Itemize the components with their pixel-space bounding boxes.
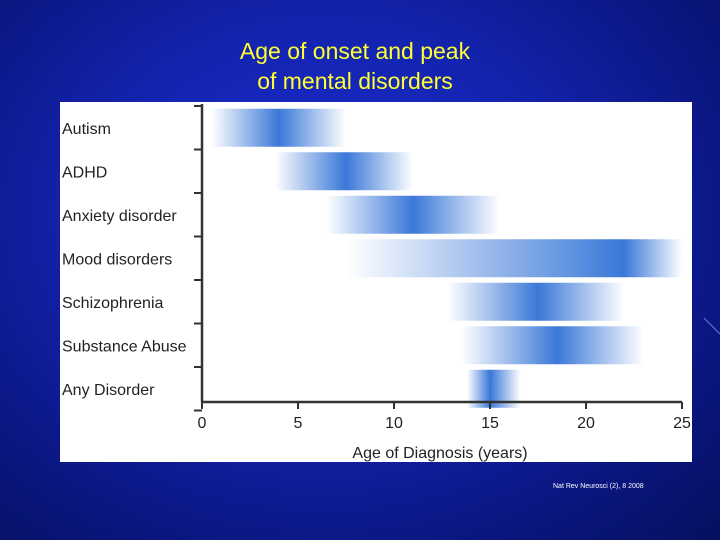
slide-title-line-2: of mental disorders — [257, 68, 453, 94]
range-bar — [447, 282, 625, 321]
category-label: Schizophrenia — [62, 295, 164, 312]
chart-panel: Autism ADHD Anxiety disorder Mood disorders… — [60, 102, 692, 462]
category-label: Mood disorders — [62, 251, 172, 268]
range-bar — [326, 195, 500, 234]
x-tick-label: 5 — [294, 415, 303, 432]
x-axis-title: Age of Diagnosis (years) — [352, 445, 527, 462]
x-tick-label: 10 — [385, 415, 403, 432]
range-bar — [211, 108, 346, 147]
onset-range-chart: Autism ADHD Anxiety disorder Mood disorders… — [62, 104, 691, 462]
category-label: Substance Abuse — [62, 338, 187, 355]
citation-text: Nat Rev Neurosci (2), 8 2008 — [553, 483, 644, 490]
category-label: ADHD — [62, 164, 107, 181]
x-tick-label: 0 — [198, 415, 207, 432]
category-label: Anxiety disorder — [62, 208, 177, 225]
x-tick-label: 15 — [481, 415, 499, 432]
range-bar — [461, 326, 644, 365]
x-tick-label: 25 — [673, 415, 691, 432]
category-label: Any Disorder — [62, 382, 155, 399]
x-tick-label: 20 — [577, 415, 595, 432]
slide-title: Age of onset and peak of mental disorder… — [140, 36, 570, 96]
range-bar — [346, 239, 682, 278]
category-label: Autism — [62, 121, 111, 138]
slide-title-line-1: Age of onset and peak — [239, 38, 471, 64]
range-bar — [274, 152, 414, 191]
